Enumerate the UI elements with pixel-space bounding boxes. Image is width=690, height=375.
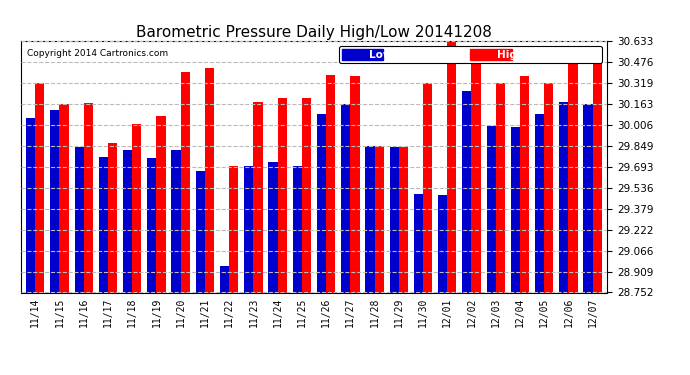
Bar [486,126,495,375]
Bar [26,118,35,375]
Bar [375,146,384,375]
Bar [593,50,602,375]
Bar [462,91,471,375]
Bar [302,98,311,375]
Bar [132,124,141,375]
Bar [471,60,481,375]
Bar [293,166,302,375]
Bar [584,104,593,375]
Bar [544,83,553,375]
Bar [171,150,181,375]
Bar [108,143,117,375]
Bar [196,171,205,375]
Bar [220,266,229,375]
Bar [181,72,190,375]
Bar [495,83,505,375]
Bar [205,68,214,375]
Bar [229,166,238,375]
Bar [277,98,287,375]
Bar [423,83,432,375]
Bar [123,150,132,375]
Bar [569,51,578,375]
Bar [351,76,359,375]
Legend: Low  (Inches/Hg), High  (Inches/Hg): Low (Inches/Hg), High (Inches/Hg) [339,46,602,63]
Bar [535,114,544,375]
Bar [390,147,399,375]
Bar [253,102,263,375]
Bar [414,194,423,375]
Bar [326,75,335,375]
Bar [399,147,408,375]
Bar [520,76,529,375]
Bar [559,102,569,375]
Bar [268,162,277,375]
Bar [511,127,520,375]
Text: Copyright 2014 Cartronics.com: Copyright 2014 Cartronics.com [26,49,168,58]
Bar [365,146,375,375]
Bar [75,147,83,375]
Bar [244,166,253,375]
Bar [147,158,157,375]
Bar [59,104,69,375]
Bar [35,83,44,375]
Bar [99,156,108,375]
Bar [83,103,93,375]
Bar [447,42,457,375]
Bar [317,114,326,375]
Bar [341,104,351,375]
Bar [50,110,59,375]
Title: Barometric Pressure Daily High/Low 20141208: Barometric Pressure Daily High/Low 20141… [136,25,492,40]
Bar [438,195,447,375]
Bar [157,117,166,375]
